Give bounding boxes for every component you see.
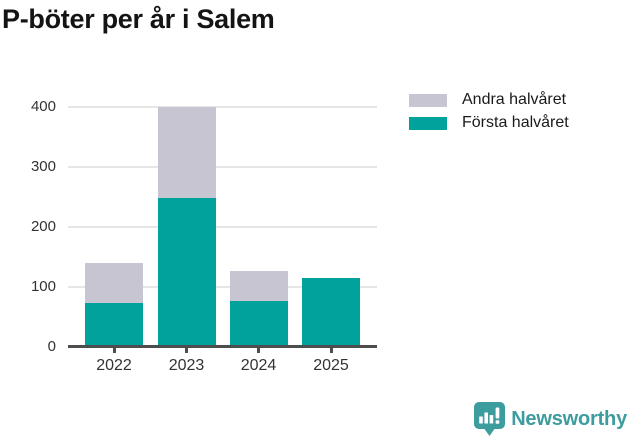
x-tick-label-2022: 2022	[96, 357, 132, 374]
y-tick-label-400: 400	[30, 98, 56, 115]
bar-2022-andra-halv-ret	[85, 263, 143, 304]
x-tick-2022	[112, 348, 116, 353]
x-tick-2024	[257, 348, 260, 353]
x-tick-label-2024: 2024	[240, 357, 277, 374]
gridline-300	[68, 166, 377, 168]
brand-footer: Newsworthy	[474, 402, 627, 436]
chart-title: P-böter per år i Salem	[2, 4, 275, 34]
x-tick-2023	[185, 348, 188, 353]
y-tick-label-0: 0	[47, 338, 56, 355]
y-tick-label-300: 300	[30, 158, 56, 175]
legend-label: Andra halvåret	[462, 91, 567, 108]
bar-2025-f-rsta-halv-ret	[302, 278, 360, 347]
bar-2024-andra-halv-ret	[229, 270, 288, 301]
y-tick-label-200: 200	[30, 218, 56, 235]
y-tick-label-100: 100	[30, 278, 56, 295]
legend-swatch	[409, 93, 447, 107]
bar-2024-f-rsta-halv-ret	[229, 300, 288, 347]
brand-name: Newsworthy	[511, 407, 627, 430]
newsworthy-logo-icon	[474, 402, 506, 436]
plot-area	[68, 106, 377, 353]
bar-2022-f-rsta-halv-ret	[85, 303, 143, 347]
gridline-400	[68, 106, 377, 108]
legend-item-andra-halv-ret: Andra halvåret	[409, 91, 569, 108]
gridline-100	[68, 286, 377, 288]
x-axis-line	[68, 345, 377, 348]
x-tick-2025	[329, 348, 333, 353]
legend: Andra halvåret Första halvåret	[409, 91, 569, 139]
bar-2023-andra-halv-ret	[157, 107, 216, 199]
gridline-200	[68, 226, 377, 228]
bar-2023-f-rsta-halv-ret	[157, 198, 216, 347]
legend-item-f-rsta-halv-ret: Första halvåret	[409, 114, 569, 131]
legend-swatch	[409, 116, 447, 130]
x-tick-label-2025: 2025	[313, 357, 349, 374]
legend-label: Första halvåret	[462, 114, 569, 131]
x-tick-label-2023: 2023	[168, 357, 205, 374]
